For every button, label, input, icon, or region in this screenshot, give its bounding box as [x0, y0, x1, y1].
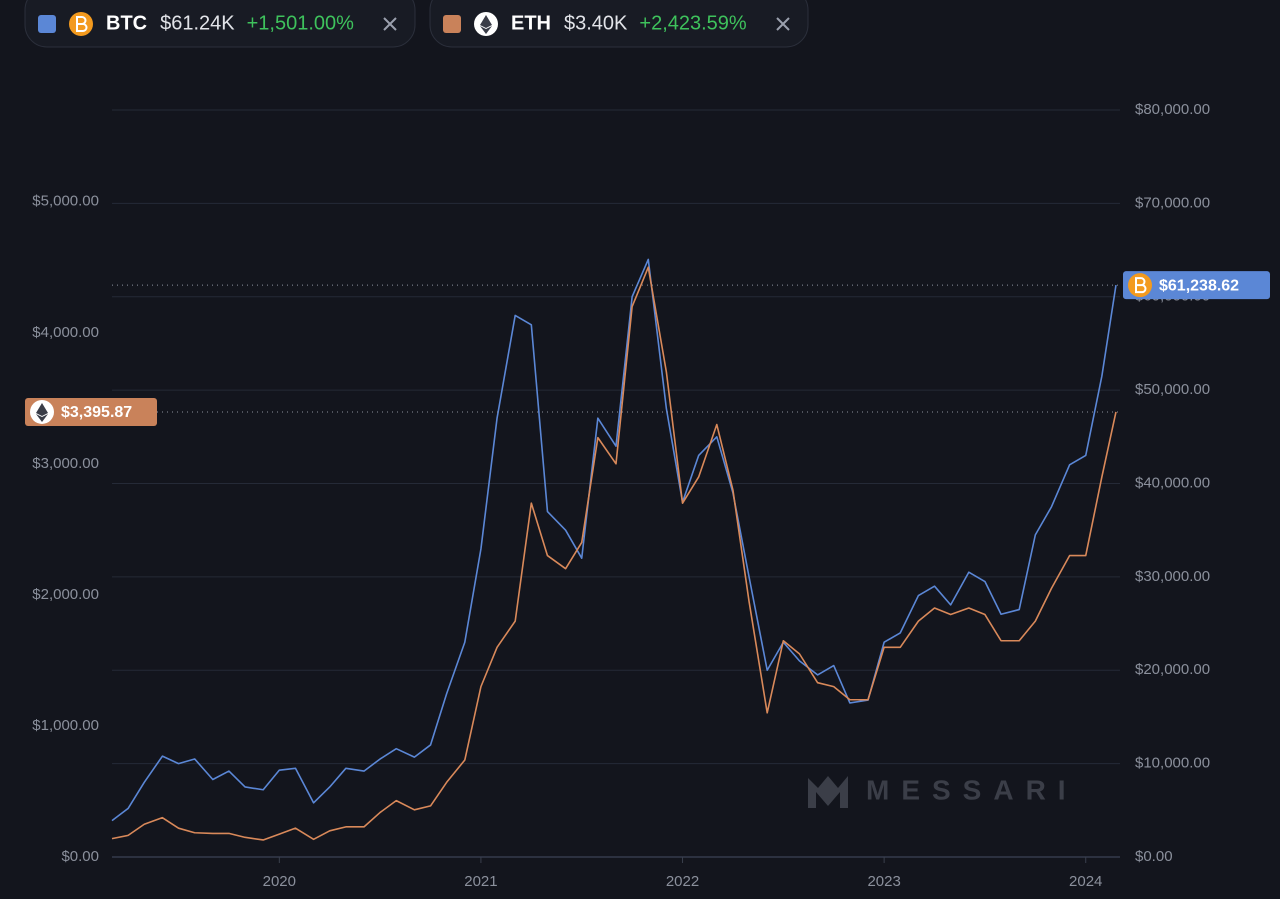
chip-name: BTC — [106, 12, 147, 34]
y-tick-label: $3,000.00 — [32, 455, 99, 472]
chip-swatch — [38, 15, 56, 33]
y2-tick-label: $50,000.00 — [1135, 381, 1210, 398]
last-value-label: $3,395.87 — [25, 397, 157, 426]
chip-price: $61.24K — [160, 12, 235, 34]
series-line — [111, 266, 1117, 841]
y-tick-label: $5,000.00 — [32, 193, 99, 210]
legend-chip: ETH $3.40K +2,423.59% — [429, 0, 809, 48]
chip-swatch — [443, 15, 461, 33]
chip-bg — [24, 0, 416, 48]
chip-price: $3.40K — [564, 12, 628, 34]
y-tick-label: $4,000.00 — [32, 324, 99, 341]
y-tick-label: $0.00 — [61, 848, 99, 865]
y2-tick-label: $40,000.00 — [1135, 474, 1210, 491]
x-tick-label: 2020 — [263, 873, 296, 890]
y2-tick-label: $20,000.00 — [1135, 661, 1210, 678]
btc-glyph — [76, 16, 88, 32]
close-icon — [383, 17, 397, 31]
legend-chip: BTC $61.24K +1,501.00% — [24, 0, 416, 48]
watermark-logo — [808, 776, 848, 808]
series-line — [111, 258, 1117, 822]
last-value-text: $3,395.87 — [61, 404, 132, 421]
y-tick-label: $1,000.00 — [32, 717, 99, 734]
watermark-text: MESSARI — [866, 774, 1078, 805]
chip-change: +2,423.59% — [639, 12, 747, 34]
chip-name: ETH — [511, 12, 551, 34]
y-tick-label: $2,000.00 — [32, 586, 99, 603]
y2-tick-label: $80,000.00 — [1135, 101, 1210, 118]
btc-glyph — [1135, 277, 1147, 294]
chip-change: +1,501.00% — [247, 12, 355, 34]
watermark: MESSARI — [808, 774, 1078, 808]
y2-tick-label: $30,000.00 — [1135, 568, 1210, 585]
x-tick-label: 2023 — [867, 873, 900, 890]
chip-bg — [429, 0, 809, 48]
last-value-box — [1123, 271, 1270, 300]
chip-close[interactable] — [776, 17, 790, 31]
close-icon — [776, 17, 790, 31]
y2-tick-label: $10,000.00 — [1135, 755, 1210, 772]
last-value-box — [25, 397, 157, 426]
last-value-label: $61,238.62 — [1123, 271, 1270, 300]
y2-tick-label: $70,000.00 — [1135, 194, 1210, 211]
eth-glyph — [480, 15, 492, 34]
x-tick-label: 2022 — [666, 873, 699, 890]
y2-tick-label: $0.00 — [1135, 848, 1173, 865]
last-value-text: $61,238.62 — [1159, 277, 1239, 294]
eth-glyph — [36, 402, 48, 422]
x-tick-label: 2024 — [1069, 873, 1102, 890]
chip-close[interactable] — [383, 17, 397, 31]
x-tick-label: 2021 — [464, 873, 497, 890]
